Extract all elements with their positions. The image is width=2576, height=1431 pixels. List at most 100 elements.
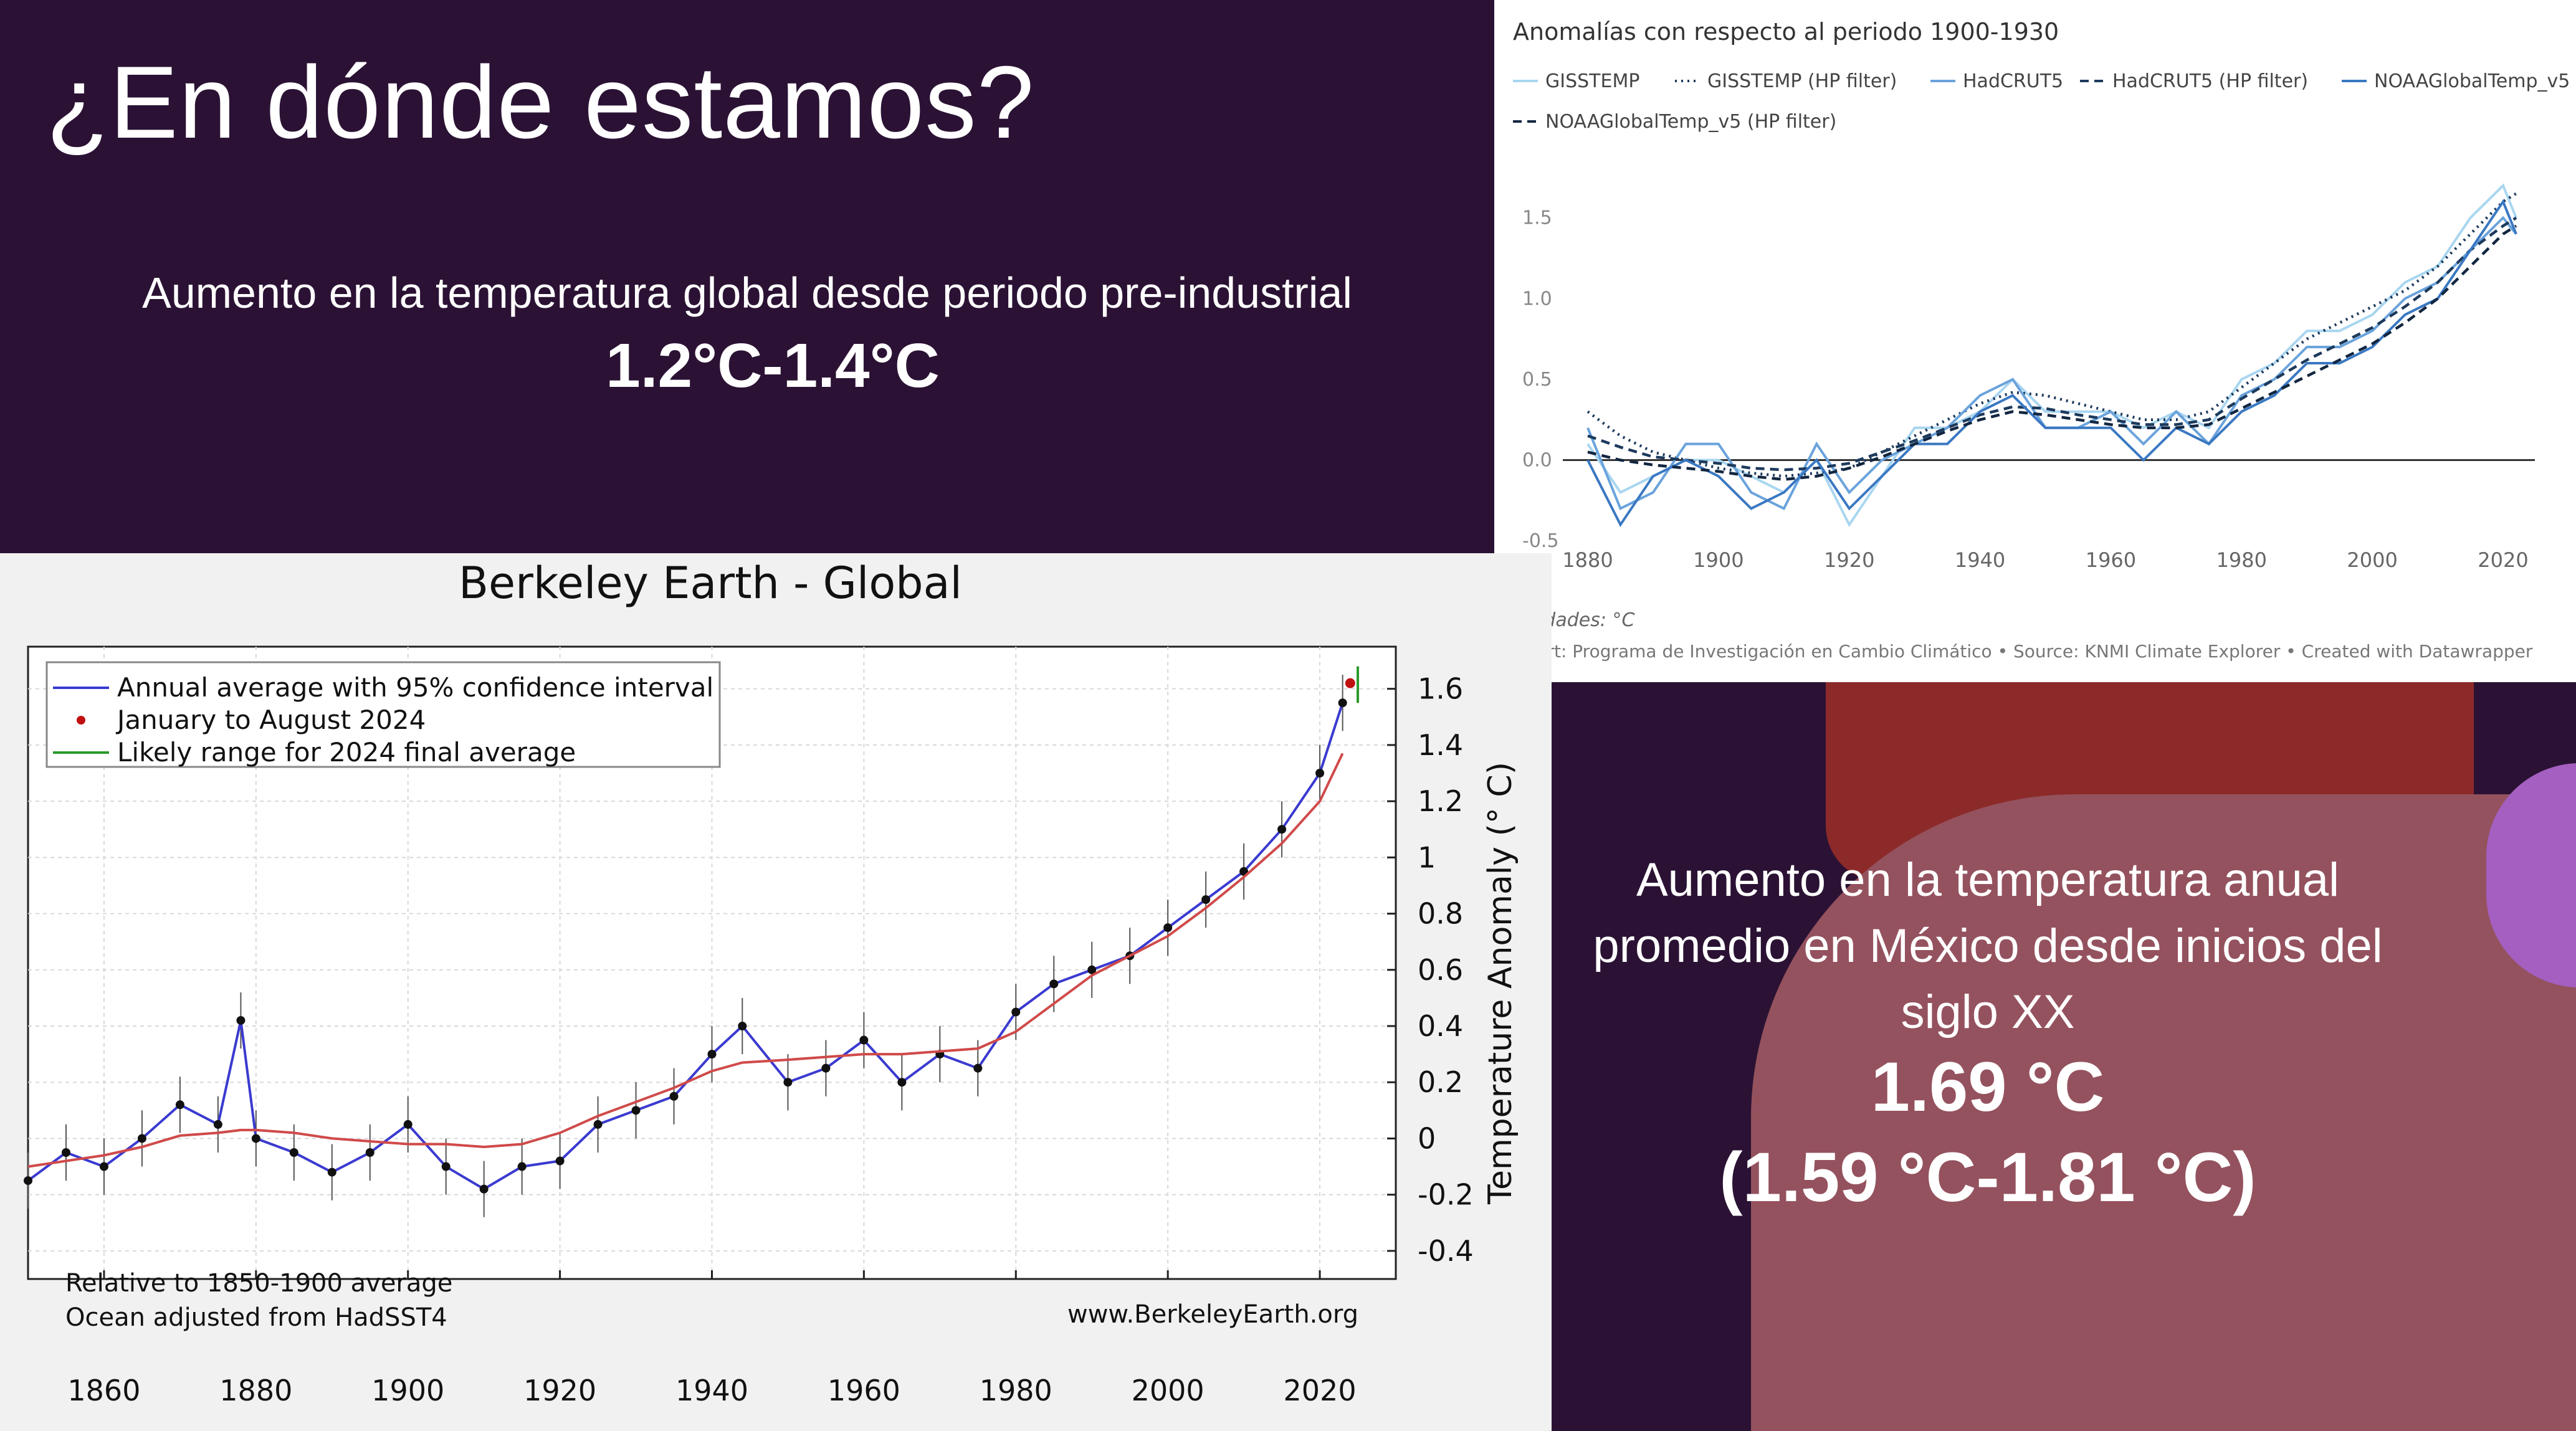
berkeley-x-tick-label: 2020 bbox=[1284, 1374, 1357, 1407]
berkeley-annual-point bbox=[137, 1134, 146, 1143]
berkeley-title: Berkeley Earth - Global bbox=[459, 558, 962, 609]
berkeley-annual-point bbox=[1201, 895, 1211, 904]
berkeley-annual-point bbox=[175, 1100, 184, 1110]
berkeley-legend-label: January to August 2024 bbox=[115, 705, 426, 735]
knmi-series bbox=[1586, 183, 2517, 528]
global-increase-value: 1.2°C-1.4°C bbox=[606, 331, 940, 401]
berkeley-legend-label: Annual average with 95% confidence inter… bbox=[117, 672, 713, 703]
berkeley-annual-point bbox=[1338, 698, 1347, 708]
knmi-legend-label: NOAAGlobalTemp_v5 bbox=[2374, 70, 2570, 92]
berkeley-chart: Berkeley Earth - Global 1860 1880 1900 1920… bbox=[24, 558, 1519, 1407]
berkeley-annual-point bbox=[973, 1063, 983, 1073]
knmi-series-line bbox=[1586, 192, 2517, 478]
knmi-legend-label: HadCRUT5 bbox=[1963, 70, 2063, 92]
berkeley-annual-point bbox=[251, 1134, 260, 1143]
berkeley-annual-point bbox=[24, 1176, 32, 1186]
knmi-series-line bbox=[1587, 216, 2517, 472]
mexico-increase-value: 1.69 °C bbox=[1871, 1048, 2105, 1126]
global-increase-label: Aumento en la temperatura global desde p… bbox=[142, 269, 1352, 317]
page-title: ¿En dónde estamos? bbox=[46, 45, 1035, 159]
berkeley-annual-point bbox=[517, 1162, 527, 1171]
berkeley-y-tick-label: -0.2 bbox=[1418, 1178, 1474, 1212]
knmi-series-line bbox=[1586, 199, 2517, 528]
knmi-series-line bbox=[1587, 224, 2517, 481]
knmi-x-tick-label: 1960 bbox=[2086, 548, 2136, 572]
knmi-x-tick-label: 1920 bbox=[1824, 548, 1874, 572]
berkeley-annual-point bbox=[631, 1106, 641, 1115]
knmi-x-tick-label: 1980 bbox=[2216, 548, 2267, 572]
berkeley-legend: Annual average with 95% confidence inter… bbox=[45, 661, 721, 768]
knmi-x-tick-label: 2000 bbox=[2347, 548, 2397, 572]
berkeley-annual-point bbox=[707, 1050, 717, 1059]
berkeley-axes: 1860 1880 1900 1920 1940 1960 1980 2000 2020 -0.4… bbox=[67, 672, 1473, 1407]
berkeley-annual-point bbox=[403, 1120, 413, 1129]
berkeley-x-tick-label: 1960 bbox=[828, 1374, 900, 1407]
berkeley-annual-point bbox=[99, 1162, 108, 1171]
knmi-series-line bbox=[1586, 183, 2517, 528]
berkeley-annual-point bbox=[327, 1167, 336, 1177]
berkeley-annual-point bbox=[555, 1156, 565, 1166]
berkeley-annual-point bbox=[593, 1120, 603, 1129]
knmi-y-tick-label: 0.0 bbox=[1522, 450, 1552, 472]
berkeley-y-tick-label: 1.2 bbox=[1418, 784, 1463, 818]
berkeley-trend-line bbox=[27, 753, 1344, 1168]
berkeley-y-tick-label: 0.4 bbox=[1418, 1009, 1463, 1043]
berkeley-x-tick-label: 1880 bbox=[219, 1374, 292, 1407]
berkeley-annual-point bbox=[365, 1148, 374, 1157]
berkeley-legend-label: Likely range for 2024 final average bbox=[117, 737, 576, 768]
knmi-x-tick-label: 1900 bbox=[1693, 548, 1744, 572]
berkeley-legend-box bbox=[45, 661, 721, 768]
berkeley-y-tick-label: 1.4 bbox=[1418, 728, 1463, 762]
berkeley-x-tick-label: 1900 bbox=[371, 1374, 444, 1407]
berkeley-y-tick-label: 1 bbox=[1418, 840, 1436, 874]
berkeley-y-axis-label: Temperature Anomaly (° C) bbox=[1482, 762, 1519, 1205]
knmi-x-tick-label: 1940 bbox=[1955, 548, 2005, 572]
decorative-pink-shape bbox=[1751, 794, 2576, 1431]
knmi-legend-label: GISSTEMP bbox=[1545, 70, 1639, 92]
knmi-subtitle: Anomalías con respecto al periodo 1900-1… bbox=[1513, 18, 2059, 45]
berkeley-x-tick-label: 2000 bbox=[1132, 1374, 1205, 1407]
knmi-x-tick-label: 1880 bbox=[1562, 548, 1613, 572]
mexico-panel: Aumento en la temperatura anual promedio… bbox=[1552, 682, 2576, 1431]
berkeley-annual-point bbox=[859, 1035, 869, 1045]
mexico-increase-range: (1.59 °C-1.81 °C) bbox=[1719, 1138, 2256, 1216]
knmi-y-tick-label: 0.5 bbox=[1522, 369, 1552, 391]
berkeley-annual-point bbox=[669, 1091, 679, 1101]
berkeley-annual-point bbox=[1277, 825, 1287, 834]
berkeley-annual-point bbox=[441, 1162, 451, 1171]
berkeley-annual-point bbox=[1087, 965, 1097, 974]
berkeley-annual-point bbox=[1049, 979, 1059, 989]
mexico-increase-label: Aumento en la temperatura anual promedio… bbox=[1593, 853, 2383, 1039]
berkeley-x-tick-label: 1980 bbox=[980, 1374, 1052, 1407]
berkeley-annual-point bbox=[236, 1015, 246, 1025]
berkeley-series bbox=[24, 666, 1360, 1217]
knmi-chart-panel: Anomalías con respecto al periodo 1900-1… bbox=[1494, 0, 2576, 682]
knmi-y-tick-label: 1.0 bbox=[1522, 288, 1552, 310]
berkeley-note-ocean: Ocean adjusted from HadSST4 bbox=[65, 1303, 447, 1332]
berkeley-annual-point bbox=[479, 1184, 489, 1194]
knmi-axes: -0.5 0.0 0.5 1.0 1.5 1880 1900 1920 1940 1960 1980… bbox=[1522, 207, 2535, 572]
berkeley-url: www.BerkeleyEarth.org bbox=[1067, 1300, 1358, 1329]
knmi-y-tick-label: -0.5 bbox=[1522, 530, 1559, 552]
berkeley-annual-point bbox=[1011, 1007, 1021, 1017]
berkeley-y-tick-label: 0.2 bbox=[1418, 1065, 1463, 1099]
berkeley-y-tick-label: -0.4 bbox=[1418, 1234, 1474, 1268]
berkeley-annual-point bbox=[783, 1078, 793, 1087]
berkeley-x-tick-label: 1860 bbox=[67, 1374, 140, 1407]
berkeley-y-tick-label: 0.8 bbox=[1418, 897, 1463, 931]
berkeley-annual-point bbox=[738, 1022, 747, 1030]
berkeley-2024-point bbox=[1345, 678, 1355, 688]
knmi-legend-label: GISSTEMP (HP filter) bbox=[1707, 70, 1897, 92]
knmi-x-tick-label: 2020 bbox=[2478, 548, 2528, 572]
knmi-chart: Anomalías con respecto al periodo 1900-1… bbox=[1513, 18, 2570, 662]
berkeley-x-tick-label: 1920 bbox=[523, 1374, 596, 1407]
berkeley-annual-point bbox=[1163, 923, 1173, 933]
knmi-legend-label: HadCRUT5 (HP filter) bbox=[2112, 70, 2308, 92]
berkeley-y-tick-label: 0 bbox=[1418, 1121, 1436, 1155]
berkeley-y-tick-label: 1.6 bbox=[1418, 672, 1463, 706]
knmi-legend-label: NOAAGlobalTemp_v5 (HP filter) bbox=[1545, 111, 1836, 133]
berkeley-x-tick-label: 1940 bbox=[675, 1374, 748, 1407]
berkeley-chart-panel: Berkeley Earth - Global 1860 1880 1900 1920… bbox=[0, 553, 1552, 1431]
berkeley-note-baseline: Relative to 1850-1900 average bbox=[65, 1269, 452, 1298]
berkeley-annual-point bbox=[289, 1148, 298, 1157]
